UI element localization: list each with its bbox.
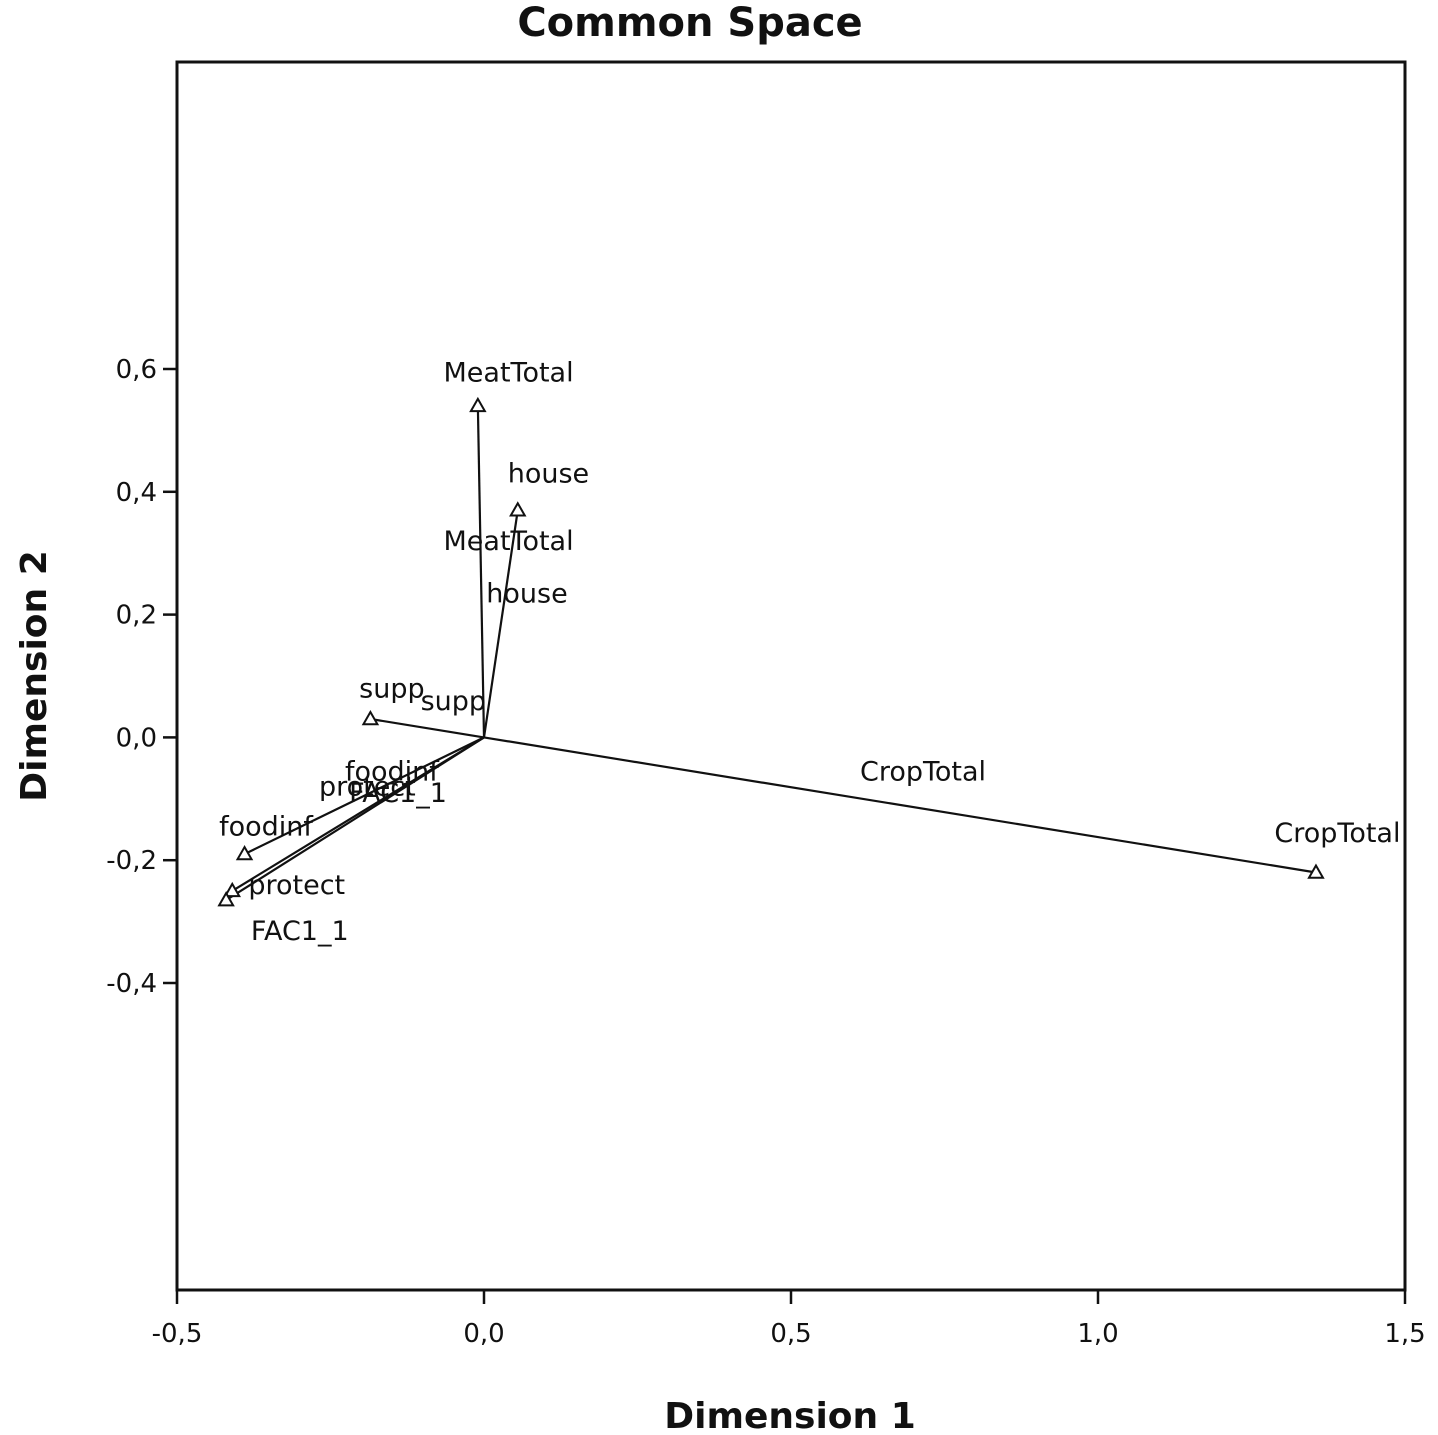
vector-marker-5 [217,891,235,907]
y-tick-label-5: -0,4 [106,969,157,999]
point-label-2: MeatTotal [444,526,574,557]
point-label-11: FAC1_1 [251,916,349,947]
point-label-7: protect [319,772,416,803]
vector-line-6 [483,736,1317,874]
vector-marker-2 [361,709,380,726]
vector-marker-0 [469,396,487,413]
vector-marker-4 [223,881,241,898]
x-tick-label-4: 1,5 [1384,1319,1425,1349]
y-tick-label-3: 0,0 [116,723,157,753]
x-tick-label-2: 0,5 [770,1319,811,1349]
point-label-4: supp [359,673,424,704]
point-label-3: house [486,578,567,609]
point-label-12: CropTotal [860,756,986,787]
point-label-1: house [508,459,589,490]
vector-line-2 [370,717,485,739]
vector-lines [225,405,1317,902]
point-label-8: FAC1_1 [349,778,447,809]
y-tick-label-0: 0,6 [116,355,157,385]
point-label-13: CropTotal [1274,818,1400,849]
point-label-0: MeatTotal [444,357,574,388]
x-tick-label-1: 0,0 [463,1319,504,1349]
vector-line-1 [482,510,519,738]
point-label-5: supp [421,686,486,717]
point-label-10: protect [248,870,345,901]
x-tick-label-3: 1,0 [1077,1319,1118,1349]
x-tick-label-0: -0,5 [152,1319,203,1349]
vector-line-0 [476,405,486,738]
vector-line-5 [225,736,485,902]
chart-title: Common Space [517,0,862,46]
vector-line-3 [244,736,485,856]
vector-markers [217,396,1325,907]
axis-ticks: -0,5 0,0 0,5 1,0 1,5 0,6 0,4 0,2 0,0 -0,2 -0,4 [106,355,1425,1349]
y-tick-label-4: -0,2 [106,846,157,876]
vector-marker-6 [1307,863,1325,879]
point-label-9: foodinf [219,812,314,843]
y-tick-label-2: 0,2 [116,601,157,631]
point-label-6: foodinf [345,756,440,787]
vector-marker-1 [509,501,527,517]
x-axis-title: Dimension 1 [664,1396,916,1435]
y-tick-label-1: 0,4 [116,478,157,508]
y-axis-title: Dimension 2 [14,550,55,802]
vector-marker-3 [235,845,254,861]
